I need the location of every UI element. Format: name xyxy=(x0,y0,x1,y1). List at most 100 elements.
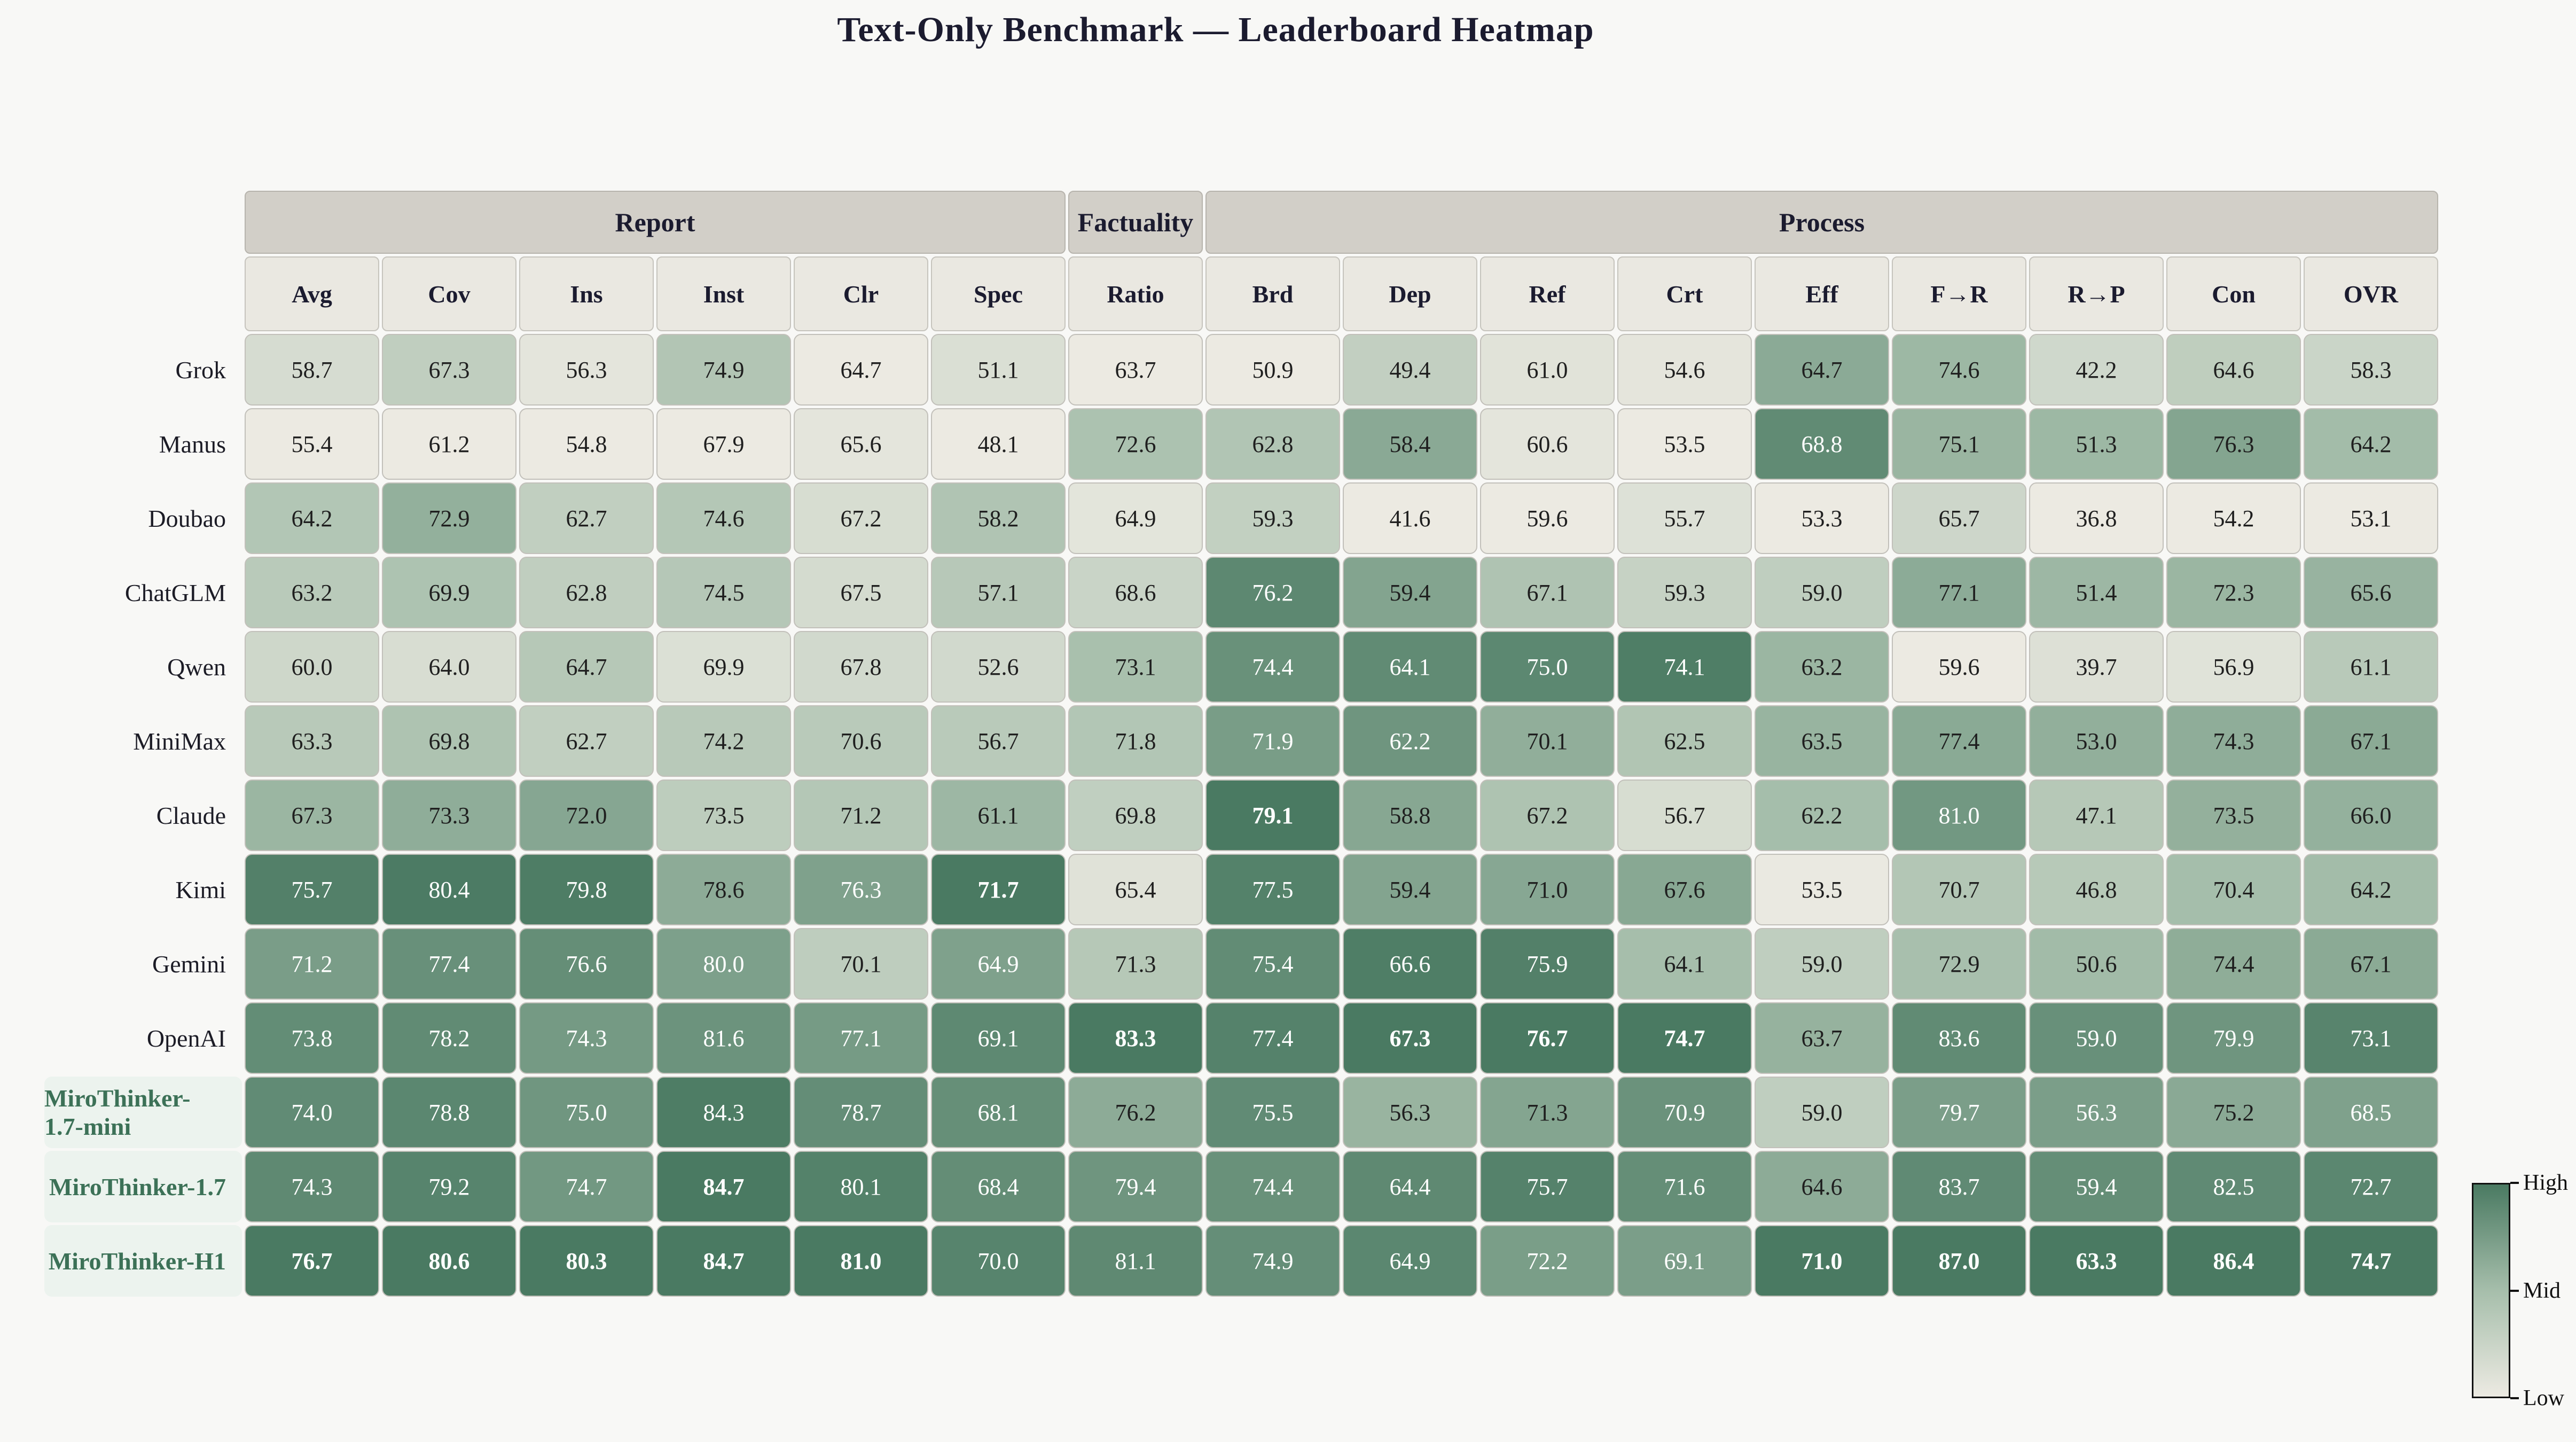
heatmap-cell: 75.0 xyxy=(519,1077,654,1148)
column-header-ratio: Ratio xyxy=(1068,256,1203,331)
heatmap-cell: 84.7 xyxy=(656,1151,791,1222)
heatmap-cell: 59.6 xyxy=(1480,482,1615,554)
colorbar-gradient xyxy=(2472,1183,2510,1398)
heatmap-cell: 62.5 xyxy=(1617,705,1752,777)
heatmap-cell: 75.1 xyxy=(1892,408,2026,480)
heatmap-cell: 74.3 xyxy=(245,1151,379,1222)
heatmap-cell: 68.1 xyxy=(931,1077,1066,1148)
column-header-con: Con xyxy=(2166,256,2301,331)
heatmap-cell: 67.1 xyxy=(2304,705,2438,777)
heatmap-cell: 63.2 xyxy=(1755,631,1889,703)
column-header-dep: Dep xyxy=(1343,256,1477,331)
heatmap-cell: 71.0 xyxy=(1755,1225,1889,1297)
heatmap-cell: 76.2 xyxy=(1205,557,1340,628)
heatmap-cell: 79.2 xyxy=(382,1151,516,1222)
heatmap-cell: 74.6 xyxy=(1892,334,2026,406)
heatmap-cell: 62.7 xyxy=(519,705,654,777)
heatmap-cell: 53.0 xyxy=(2029,705,2164,777)
heatmap-cell: 64.7 xyxy=(794,334,928,406)
heatmap-cell: 59.4 xyxy=(2029,1151,2164,1222)
heatmap-cell: 73.8 xyxy=(245,1002,379,1074)
heatmap-cell: 70.1 xyxy=(1480,705,1615,777)
heatmap-cell: 58.3 xyxy=(2304,334,2438,406)
heatmap-cell: 67.3 xyxy=(1343,1002,1477,1074)
heatmap-cell: 64.0 xyxy=(382,631,516,703)
heatmap-cell: 67.8 xyxy=(794,631,928,703)
heatmap-cell: 51.4 xyxy=(2029,557,2164,628)
row-label-openai: OpenAI xyxy=(146,1024,226,1052)
heatmap-cell: 73.1 xyxy=(2304,1002,2438,1074)
heatmap-cell: 56.3 xyxy=(1343,1077,1477,1148)
heatmap-cell: 63.3 xyxy=(2029,1225,2164,1297)
heatmap-cell: 72.6 xyxy=(1068,408,1203,480)
heatmap-cell: 68.6 xyxy=(1068,557,1203,628)
heatmap-cell: 59.4 xyxy=(1343,854,1477,925)
row-label-mirothinker-h1: MiroThinker-H1 xyxy=(44,1225,242,1297)
heatmap-cell: 59.4 xyxy=(1343,557,1477,628)
row-label-mirothinker-1.7: MiroThinker-1.7 xyxy=(44,1151,242,1222)
heatmap-cell: 58.2 xyxy=(931,482,1066,554)
heatmap-cell: 41.6 xyxy=(1343,482,1477,554)
heatmap-cell: 83.3 xyxy=(1068,1002,1203,1074)
heatmap-cell: 72.3 xyxy=(2166,557,2301,628)
column-header-clr: Clr xyxy=(794,256,928,331)
colorbar: High Mid Low xyxy=(2472,1171,2568,1410)
heatmap-cell: 69.1 xyxy=(1617,1225,1752,1297)
colorbar-label-high: High xyxy=(2523,1171,2568,1195)
corner-spacer xyxy=(44,191,242,254)
heatmap-cell: 72.7 xyxy=(2304,1151,2438,1222)
heatmap-cell: 79.8 xyxy=(519,854,654,925)
heatmap-cell: 53.5 xyxy=(1755,854,1889,925)
heatmap-cell: 86.4 xyxy=(2166,1225,2301,1297)
heatmap-cell: 74.9 xyxy=(656,334,791,406)
heatmap-cell: 73.5 xyxy=(656,780,791,851)
heatmap-cell: 83.7 xyxy=(1892,1151,2026,1222)
heatmap-cell: 56.3 xyxy=(2029,1077,2164,1148)
heatmap-cell: 75.7 xyxy=(1480,1151,1615,1222)
heatmap-cell: 67.2 xyxy=(794,482,928,554)
heatmap-cell: 76.3 xyxy=(794,854,928,925)
heatmap-cell: 64.2 xyxy=(245,482,379,554)
header-spacer xyxy=(44,256,242,331)
heatmap-cell: 55.7 xyxy=(1617,482,1752,554)
row-label-qwen: Qwen xyxy=(167,653,226,681)
heatmap-cell: 61.0 xyxy=(1480,334,1615,406)
heatmap-cell: 74.7 xyxy=(1617,1002,1752,1074)
heatmap-cell: 68.5 xyxy=(2304,1077,2438,1148)
heatmap-cell: 64.9 xyxy=(1343,1225,1477,1297)
heatmap-cell: 70.0 xyxy=(931,1225,1066,1297)
heatmap-cell: 68.8 xyxy=(1755,408,1889,480)
heatmap-cell: 69.1 xyxy=(931,1002,1066,1074)
heatmap-cell: 71.9 xyxy=(1205,705,1340,777)
heatmap-cell: 64.6 xyxy=(1755,1151,1889,1222)
heatmap-cell: 69.9 xyxy=(382,557,516,628)
heatmap-cell: 55.4 xyxy=(245,408,379,480)
heatmap-cell: 59.3 xyxy=(1617,557,1752,628)
heatmap-cell: 74.5 xyxy=(656,557,791,628)
heatmap-cell: 84.3 xyxy=(656,1077,791,1148)
heatmap-cell: 75.5 xyxy=(1205,1077,1340,1148)
heatmap-cell: 64.7 xyxy=(519,631,654,703)
leaderboard-heatmap: Report Factuality Process Avg Cov Ins Inst Clr S… xyxy=(44,191,2438,1297)
heatmap-cell: 76.3 xyxy=(2166,408,2301,480)
heatmap-cell: 75.0 xyxy=(1480,631,1615,703)
heatmap-cell: 46.8 xyxy=(2029,854,2164,925)
heatmap-cell: 74.4 xyxy=(2166,928,2301,1000)
heatmap-cell: 74.0 xyxy=(245,1077,379,1148)
heatmap-cell: 59.0 xyxy=(1755,1077,1889,1148)
group-header-report: Report xyxy=(245,191,1066,254)
heatmap-cell: 80.0 xyxy=(656,928,791,1000)
heatmap-cell: 60.0 xyxy=(245,631,379,703)
heatmap-cell: 81.0 xyxy=(794,1225,928,1297)
heatmap-cell: 80.4 xyxy=(382,854,516,925)
heatmap-cell: 67.1 xyxy=(1480,557,1615,628)
heatmap-cell: 76.6 xyxy=(519,928,654,1000)
colorbar-label-mid: Mid xyxy=(2523,1278,2561,1303)
heatmap-cell: 71.3 xyxy=(1068,928,1203,1000)
heatmap-cell: 77.4 xyxy=(1892,705,2026,777)
heatmap-cell: 75.2 xyxy=(2166,1077,2301,1148)
heatmap-cell: 71.2 xyxy=(245,928,379,1000)
heatmap-cell: 75.7 xyxy=(245,854,379,925)
heatmap-cell: 53.3 xyxy=(1755,482,1889,554)
heatmap-cell: 64.9 xyxy=(1068,482,1203,554)
